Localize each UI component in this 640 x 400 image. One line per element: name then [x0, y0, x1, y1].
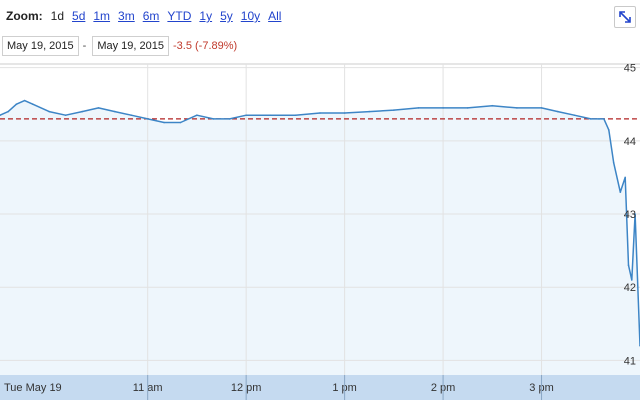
y-tick-label: 42 [624, 282, 636, 294]
end-date-field[interactable]: May 19, 2015 [92, 36, 169, 56]
series-area-fill [0, 100, 640, 375]
data-point [114, 110, 116, 113]
data-point [64, 114, 67, 116]
zoom-option-5d[interactable]: 5d [72, 9, 86, 23]
zoom-bar: Zoom: 1d 5d 1m 3m 6m YTD 1y 5y 10y All [6, 9, 281, 25]
price-change: -3.5 (-7.89%) [172, 40, 238, 52]
data-point [32, 103, 34, 105]
data-point [196, 114, 198, 116]
y-tick-label: 45 [624, 63, 636, 75]
data-point [368, 110, 371, 113]
data-point [619, 191, 622, 193]
zoom-option-6m[interactable]: 6m [142, 9, 160, 23]
y-tick-label: 43 [624, 209, 636, 221]
data-point [23, 99, 26, 102]
data-point [608, 129, 610, 131]
data-point [48, 110, 50, 113]
zoom-option-3m[interactable]: 3m [118, 9, 135, 23]
date-range-row: May 19, 2015 - May 19, 2015 -3.5 (-7.89%… [0, 33, 237, 59]
data-point [417, 107, 420, 109]
data-point [343, 112, 346, 114]
zoom-option-5y[interactable]: 5y [220, 9, 233, 23]
data-point [634, 213, 636, 215]
data-point [631, 279, 633, 281]
data-point [491, 104, 494, 107]
data-point [163, 121, 165, 124]
zoom-option-1m[interactable]: 1m [93, 9, 111, 23]
data-point [603, 118, 605, 120]
range-separator: - [82, 40, 87, 52]
data-point [573, 114, 576, 116]
data-point [393, 109, 395, 111]
data-point [319, 112, 321, 114]
data-point [146, 118, 149, 120]
data-point [442, 107, 444, 109]
data-point [540, 107, 543, 109]
data-point [212, 118, 215, 120]
data-point [612, 162, 615, 164]
zoom-label: Zoom: [6, 9, 43, 23]
data-point [557, 110, 559, 113]
data-point [598, 118, 600, 120]
x-axis-band [0, 375, 640, 400]
data-point [590, 118, 592, 120]
data-point [179, 121, 182, 124]
data-point [627, 264, 630, 267]
zoom-option-1y[interactable]: 1y [199, 9, 213, 23]
data-point [81, 110, 83, 113]
data-point [245, 114, 247, 116]
zoom-option-all[interactable]: All [268, 9, 282, 23]
zoom-option-ytd[interactable]: YTD [167, 9, 192, 23]
data-point [516, 107, 518, 109]
x-tick-label: Tue May 19 [4, 382, 62, 394]
expand-button[interactable] [614, 6, 636, 28]
data-point [466, 107, 469, 109]
data-point [270, 114, 272, 116]
y-tick-label: 44 [624, 136, 636, 148]
data-point [228, 118, 231, 120]
data-point [15, 103, 18, 105]
start-date-field[interactable]: May 19, 2015 [2, 36, 79, 56]
data-point [0, 114, 1, 116]
data-point [97, 107, 100, 109]
y-tick-label: 41 [624, 355, 636, 367]
zoom-option-1d[interactable]: 1d [50, 9, 65, 23]
expand-icon [619, 11, 631, 23]
data-point [7, 110, 9, 113]
data-point [624, 176, 626, 179]
zoom-option-10y[interactable]: 10y [240, 9, 261, 23]
data-point [130, 114, 133, 116]
data-point [294, 114, 297, 116]
